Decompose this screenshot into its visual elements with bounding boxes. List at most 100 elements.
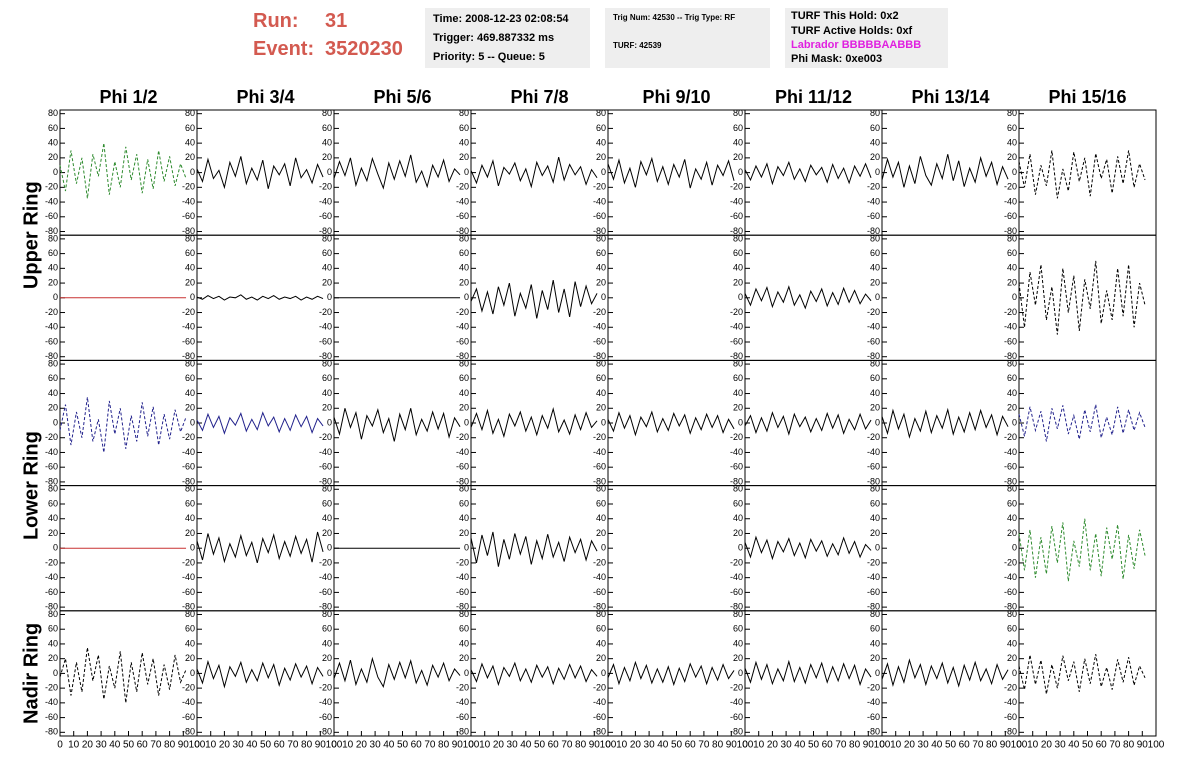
x-tick-label: 100: [189, 740, 206, 751]
y-tick-label: 40: [733, 138, 743, 148]
y-tick-label: -40: [182, 572, 195, 582]
panel-frame: [744, 359, 883, 487]
y-tick-label: 60: [48, 498, 58, 508]
y-tick-label: -60: [182, 462, 195, 472]
y-tick-label: -40: [45, 447, 58, 457]
y-tick-label: -40: [593, 572, 606, 582]
y-tick-label: 60: [870, 123, 880, 133]
panel-frame: [881, 610, 1020, 737]
y-tick-label: -20: [867, 307, 880, 317]
y-tick-label: 20: [322, 277, 332, 287]
y-tick-label: -80: [730, 351, 743, 361]
y-tick-label: -40: [1004, 196, 1017, 206]
y-tick-label: -20: [456, 683, 469, 693]
x-tick-label: 20: [1041, 740, 1053, 751]
x-tick-label: 50: [945, 740, 957, 751]
y-tick-label: -60: [182, 211, 195, 221]
y-tick-label: 20: [596, 152, 606, 162]
y-tick-label: -60: [730, 587, 743, 597]
y-tick-label: -80: [182, 226, 195, 236]
x-tick-label: 90: [863, 740, 875, 751]
y-tick-label: 60: [596, 123, 606, 133]
y-tick-label: -20: [45, 557, 58, 567]
y-tick-label: 40: [459, 513, 469, 523]
x-tick-label: 0: [605, 740, 611, 751]
y-tick-label: -60: [1004, 587, 1017, 597]
x-tick-label: 40: [109, 740, 121, 751]
y-tick-label: 20: [870, 528, 880, 538]
y-tick-label: 40: [596, 513, 606, 523]
y-tick-label: -60: [730, 712, 743, 722]
y-tick-label: -80: [593, 601, 606, 611]
y-tick-label: -40: [730, 447, 743, 457]
x-tick-label: 80: [849, 740, 861, 751]
y-tick-label: -20: [182, 683, 195, 693]
y-tick-label: 80: [48, 609, 58, 619]
y-tick-label: 0: [464, 417, 469, 427]
y-tick-label: -20: [182, 557, 195, 567]
y-tick-label: -80: [867, 351, 880, 361]
x-tick-label: 0: [742, 740, 748, 751]
y-tick-label: 0: [601, 167, 606, 177]
y-tick-label: 60: [459, 248, 469, 258]
y-tick-label: 60: [322, 248, 332, 258]
x-tick-label: 20: [630, 740, 642, 751]
y-tick-label: -60: [182, 587, 195, 597]
trig-num: Trig Num: 42530 -- Trig Type: RF: [613, 13, 736, 22]
x-tick-label: 90: [726, 740, 738, 751]
y-tick-label: -80: [456, 601, 469, 611]
y-tick-label: 0: [190, 417, 195, 427]
y-tick-label: 20: [48, 653, 58, 663]
y-tick-label: 40: [596, 388, 606, 398]
y-tick-label: -20: [456, 307, 469, 317]
y-tick-label: 60: [733, 624, 743, 634]
run-label: Run:: [253, 10, 299, 32]
panel-frame: [881, 485, 1020, 612]
y-tick-label: -20: [319, 683, 332, 693]
y-tick-label: 40: [322, 263, 332, 273]
y-tick-label: 60: [185, 498, 195, 508]
y-tick-label: 40: [596, 263, 606, 273]
y-tick-label: 60: [596, 248, 606, 258]
y-tick-label: -20: [45, 432, 58, 442]
x-tick-label: 30: [1055, 740, 1067, 751]
y-tick-label: 80: [459, 233, 469, 243]
x-tick-label: 50: [808, 740, 820, 751]
y-tick-label: -20: [867, 432, 880, 442]
y-tick-label: 20: [870, 277, 880, 287]
y-tick-label: 60: [459, 373, 469, 383]
y-tick-label: 40: [870, 138, 880, 148]
y-tick-label: -60: [1004, 712, 1017, 722]
panel-frame: [1018, 109, 1157, 236]
y-tick-label: 40: [459, 263, 469, 273]
y-tick-label: -20: [1004, 557, 1017, 567]
y-tick-label: 80: [185, 484, 195, 494]
y-tick-label: 80: [1007, 358, 1017, 368]
y-tick-label: -20: [1004, 432, 1017, 442]
y-tick-label: 40: [185, 138, 195, 148]
y-tick-label: 80: [322, 609, 332, 619]
waveform: [744, 160, 872, 186]
y-tick-label: -20: [182, 432, 195, 442]
y-tick-label: -20: [867, 182, 880, 192]
y-tick-label: 0: [601, 292, 606, 302]
y-tick-label: 20: [459, 653, 469, 663]
panel-frame: [470, 109, 609, 236]
y-tick-label: -60: [730, 462, 743, 472]
x-tick-label: 0: [879, 740, 885, 751]
y-tick-label: 80: [322, 484, 332, 494]
x-tick-label: 30: [644, 740, 656, 751]
y-tick-label: -20: [182, 307, 195, 317]
y-tick-label: 20: [322, 152, 332, 162]
y-tick-label: 80: [733, 233, 743, 243]
y-tick-label: -60: [867, 211, 880, 221]
y-tick-label: 60: [596, 624, 606, 634]
y-tick-label: -80: [456, 476, 469, 486]
x-tick-label: 90: [178, 740, 190, 751]
y-tick-label: -80: [319, 351, 332, 361]
x-tick-label: 70: [561, 740, 573, 751]
y-tick-label: 80: [459, 358, 469, 368]
y-tick-label: -60: [319, 336, 332, 346]
y-tick-label: -40: [45, 322, 58, 332]
x-tick-label: 10: [616, 740, 628, 751]
